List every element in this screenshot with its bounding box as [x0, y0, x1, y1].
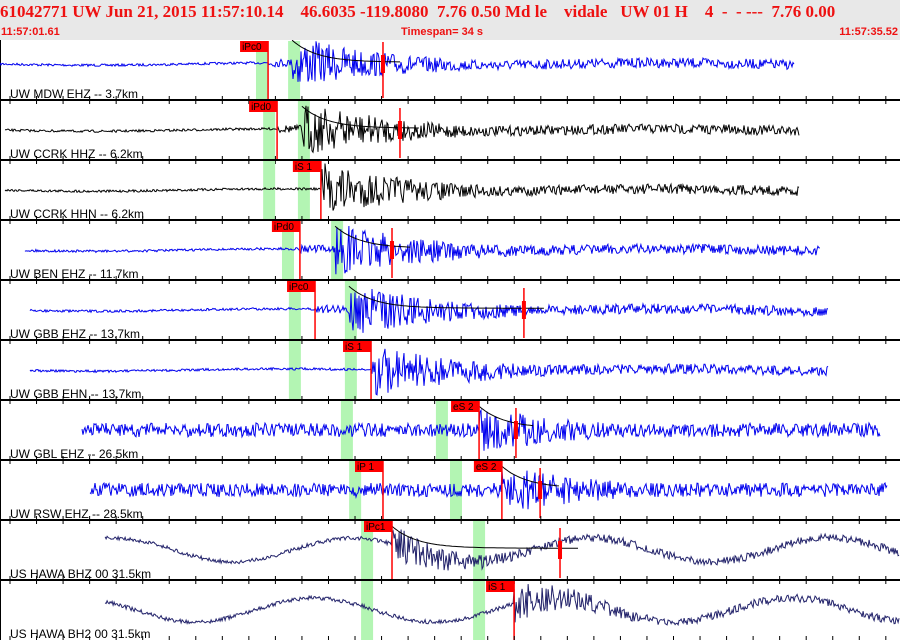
timespan-readout: Timespan= 34 s: [401, 26, 483, 38]
trace-label[interactable]: UW BEN EHZ -- 11.7km: [10, 267, 139, 281]
waveform-trace: [24, 225, 820, 275]
waveform-trace: [104, 584, 900, 627]
coda-decay-curve: [348, 285, 544, 309]
coda-end-marker-box: [513, 421, 518, 439]
waveform-trace: [29, 348, 829, 396]
arrival-window: [340, 401, 353, 460]
phase-pick-flag: [451, 401, 480, 412]
phase-pick-label: iPc0: [289, 282, 309, 293]
phase-pick-flag: [287, 281, 316, 292]
waveform-trace: [89, 470, 888, 510]
coda-decay-curve: [391, 525, 578, 549]
seismogram-panel[interactable]: iPc0 iPd0 iS 1 iPd0 iPc0 iS 1 eS 2 iP 1 eS 2 iPc1…: [0, 40, 900, 640]
phase-pick-flag: [364, 521, 393, 532]
arrival-window: [361, 521, 374, 580]
timespan-value: 34 s: [461, 26, 484, 38]
arrival-window: [288, 281, 301, 340]
coda-decay-curve: [501, 465, 559, 487]
waveform-trace: [0, 41, 795, 82]
phase-pick-flag: [292, 161, 321, 172]
coda-end-marker-box: [397, 121, 402, 139]
waveform-trace: [81, 408, 881, 451]
arrival-window: [361, 581, 374, 640]
coda-decay-curve: [478, 405, 534, 427]
phase-pick-label: iPc1: [366, 522, 386, 533]
phase-pick-flag: [354, 461, 383, 472]
window-end-time: 11:57:35.52: [839, 26, 898, 38]
phase-pick-label: iPd0: [251, 102, 271, 113]
event-header: 61042771 UW Jun 21, 2015 11:57:10.14 46.…: [0, 0, 900, 40]
arrival-window: [281, 221, 294, 280]
phase-pick-flag: [240, 41, 269, 52]
waveform-trace: [104, 529, 900, 571]
trace-label[interactable]: US HAWA BH2 00 31.5km: [10, 627, 151, 641]
coda-end-marker-box: [521, 301, 526, 319]
trace-label[interactable]: UW CCRK HHZ -- 6.2km: [10, 147, 143, 161]
coda-end-marker-box: [380, 55, 385, 73]
coda-end-marker-box: [390, 241, 395, 259]
phase-pick-label: iPd0: [274, 222, 294, 233]
arrival-window: [263, 161, 276, 220]
coda-decay-curve: [334, 225, 411, 248]
timespan-label: Timespan=: [401, 26, 459, 38]
phase-pick-flag: [486, 581, 515, 592]
arrival-window: [473, 521, 486, 580]
phase-pick-label: iS 1: [488, 582, 506, 593]
phase-pick-label: iP 1: [357, 462, 374, 473]
phase-pick-label: iS 1: [295, 162, 313, 173]
coda-end-marker-box: [558, 541, 563, 559]
phase-pick-flag: [271, 221, 300, 232]
arrival-window: [297, 161, 310, 220]
trace-label[interactable]: UW MDW EHZ -- 3.7km: [10, 87, 138, 101]
waveform-trace: [29, 288, 828, 333]
arrival-window: [449, 461, 462, 520]
arrival-window: [349, 461, 362, 520]
arrival-window: [263, 101, 276, 160]
phase-pick-label: eS 2: [476, 462, 497, 473]
window-start-time: 11:57:01.61: [1, 26, 60, 38]
trace-label[interactable]: US HAWA BHZ 00 31.5km: [10, 567, 152, 581]
phase-pick-flag: [473, 461, 502, 472]
trace-label[interactable]: UW CCRK HHN -- 6.2km: [10, 207, 144, 221]
trace-label[interactable]: UW RSW EHZ -- 28.5km: [10, 507, 143, 521]
arrival-window: [344, 341, 357, 400]
trace-label[interactable]: UW GBB EHZ -- 13.7km: [10, 327, 141, 341]
event-summary: 61042771 UW Jun 21, 2015 11:57:10.14 46.…: [0, 2, 836, 21]
phase-pick-label: iS 1: [345, 342, 363, 353]
waveform-trace: [4, 105, 800, 154]
phase-pick-flag: [343, 341, 372, 352]
trace-label[interactable]: UW GBB EHN -- 13.7km: [10, 387, 142, 401]
phase-pick-label: iPc0: [242, 42, 262, 53]
coda-end-marker-box: [538, 481, 543, 499]
phase-pick-flag: [249, 101, 278, 112]
trace-label[interactable]: UW GBL EHZ -- 26.5km: [10, 447, 139, 461]
arrival-window: [255, 41, 268, 100]
phase-pick-label: eS 2: [453, 402, 474, 413]
arrival-window: [473, 581, 486, 640]
waveform-trace: [4, 163, 800, 211]
